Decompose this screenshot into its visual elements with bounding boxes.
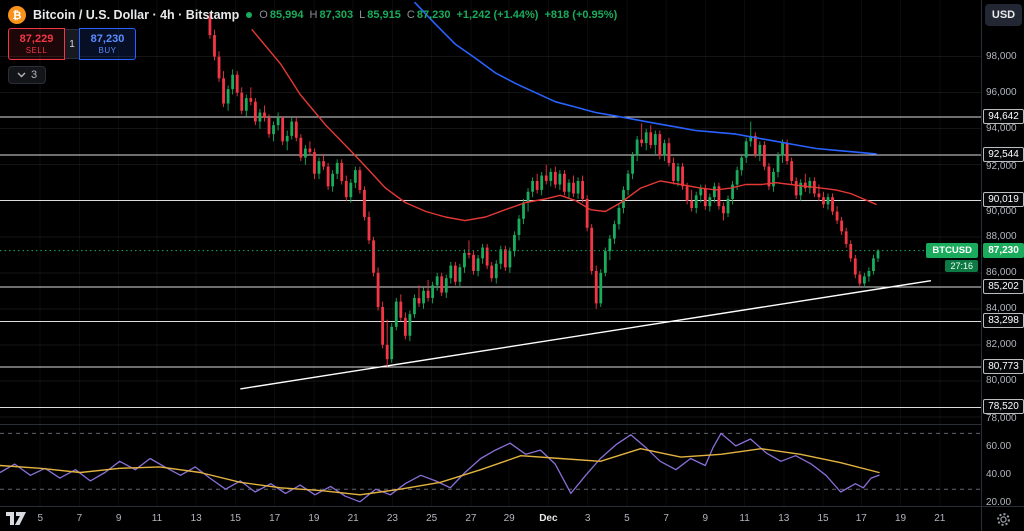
oscillator-axis-label: 40.00 <box>986 469 1012 481</box>
time-axis-label: 29 <box>503 513 515 524</box>
ohlc-open-value: 85,994 <box>269 9 304 21</box>
ohlc-values: O 85,994 H 87,303 L 85,915 C 87,230 +1,242 (… <box>259 9 617 21</box>
price-axis-label: 90,000 <box>986 206 1017 218</box>
chevron-down-icon <box>17 72 26 78</box>
time-axis-label: Dec <box>539 513 558 524</box>
price-axis-label: 98,000 <box>986 50 1017 62</box>
price-level-badge: 94,642 <box>983 109 1024 125</box>
buy-button[interactable]: 87,230 BUY <box>79 28 136 60</box>
ohlc-high-value: 87,303 <box>319 9 354 21</box>
buy-label: BUY <box>98 45 117 55</box>
time-axis-label: 19 <box>894 513 907 524</box>
price-axis-label: 78,000 <box>986 413 1017 425</box>
price-level-badge: 85,202 <box>983 279 1024 295</box>
sell-label: SELL <box>25 45 48 55</box>
price-axis-label: 82,000 <box>986 338 1017 350</box>
time-axis-label: 25 <box>426 513 438 524</box>
bar-countdown: 27:16 <box>945 259 978 272</box>
price-level-badge: 83,298 <box>983 313 1024 329</box>
time-axis[interactable]: 5 7 9 11 13 15 17 19 21 23 25 27 29 Dec 3 5 7 9 11 13 15 17 19… <box>0 506 981 531</box>
time-axis-label: 17 <box>269 513 281 524</box>
sell-price: 87,229 <box>19 33 54 46</box>
time-axis-label: 7 <box>663 513 669 524</box>
price-axis-label: 96,000 <box>986 86 1017 98</box>
time-axis-label: 13 <box>190 513 202 524</box>
price-axis-label: 84,000 <box>986 302 1017 314</box>
buy-sell-widget: 87,229 SELL 1 87,230 BUY <box>8 28 617 60</box>
spread-value: 1 <box>65 29 79 59</box>
chart-legend: ₿ Bitcoin / U.S. Dollar · 4h · Bitstamp … <box>8 6 617 84</box>
time-axis-label: 27 <box>465 513 477 524</box>
indicators-collapse-pill[interactable]: 3 <box>8 66 47 84</box>
ohlc-high-label: H <box>309 9 318 21</box>
time-axis-label: 9 <box>702 513 709 524</box>
time-axis-label: 19 <box>308 513 320 524</box>
axis-settings-corner[interactable] <box>981 506 1024 531</box>
time-axis-label: 7 <box>76 513 83 524</box>
last-price-badge: 87,230 <box>983 242 1024 258</box>
change-daily: +818 (+0.95%) <box>544 9 618 21</box>
pane-divider[interactable] <box>0 424 981 425</box>
ohlc-low-value: 85,915 <box>367 9 401 21</box>
price-level-badge: 90,019 <box>983 192 1024 208</box>
buy-price: 87,230 <box>90 33 125 46</box>
oscillator-axis-label: 20.00 <box>986 497 1012 509</box>
bitcoin-logo-icon: ₿ <box>8 6 26 24</box>
time-axis-label: 5 <box>37 513 43 524</box>
tradingview-logo[interactable] <box>6 511 31 531</box>
time-axis-label: 3 <box>584 513 591 524</box>
price-level-badge: 92,544 <box>983 146 1024 162</box>
time-axis-label: 11 <box>151 513 163 524</box>
price-axis-label: 92,000 <box>986 160 1017 172</box>
price-level-badge: 78,520 <box>983 399 1024 415</box>
time-axis-label: 11 <box>739 513 750 524</box>
ohlc-close-label: C <box>406 9 415 21</box>
time-axis-label: 9 <box>115 513 122 524</box>
time-axis-label: 23 <box>386 513 398 524</box>
symbol-title[interactable]: Bitcoin / U.S. Dollar · 4h · Bitstamp <box>33 8 240 22</box>
price-axis[interactable]: USD 98,000 96,000 94,000 92,000 90,000 88,000… <box>981 0 1024 509</box>
time-axis-label: 15 <box>817 513 829 524</box>
price-axis-label: 86,000 <box>986 266 1017 278</box>
price-level-badge: 80,773 <box>983 358 1024 374</box>
symbol-price-pill: BTCUSD <box>926 242 978 258</box>
realtime-status-dot <box>246 12 253 18</box>
time-axis-label: 15 <box>229 513 241 524</box>
oscillator-pane[interactable] <box>0 425 981 506</box>
time-axis-label: 13 <box>778 513 790 524</box>
main-price-pane[interactable] <box>0 0 981 424</box>
sell-button[interactable]: 87,229 SELL <box>8 28 65 60</box>
ohlc-close-value: 87,230 <box>416 9 451 21</box>
currency-toggle-button[interactable]: USD <box>985 4 1022 26</box>
price-axis-label: 94,000 <box>986 122 1017 134</box>
gear-icon[interactable] <box>996 512 1011 527</box>
chart-area[interactable]: ₿ Bitcoin / U.S. Dollar · 4h · Bitstamp … <box>0 0 981 506</box>
price-axis-label: 80,000 <box>986 374 1017 386</box>
time-axis-label: 21 <box>347 513 359 524</box>
ohlc-low-label: L <box>359 9 366 21</box>
collapsed-indicator-count: 3 <box>31 69 38 81</box>
change-absolute: +1,242 (+1.44%) <box>456 9 539 21</box>
oscillator-axis-label: 60.00 <box>986 441 1012 453</box>
ohlc-open-label: O <box>259 9 268 21</box>
time-axis-label: 21 <box>934 513 946 524</box>
time-axis-label: 17 <box>855 513 867 524</box>
price-axis-label: 88,000 <box>986 230 1017 242</box>
time-axis-label: 5 <box>624 513 630 524</box>
